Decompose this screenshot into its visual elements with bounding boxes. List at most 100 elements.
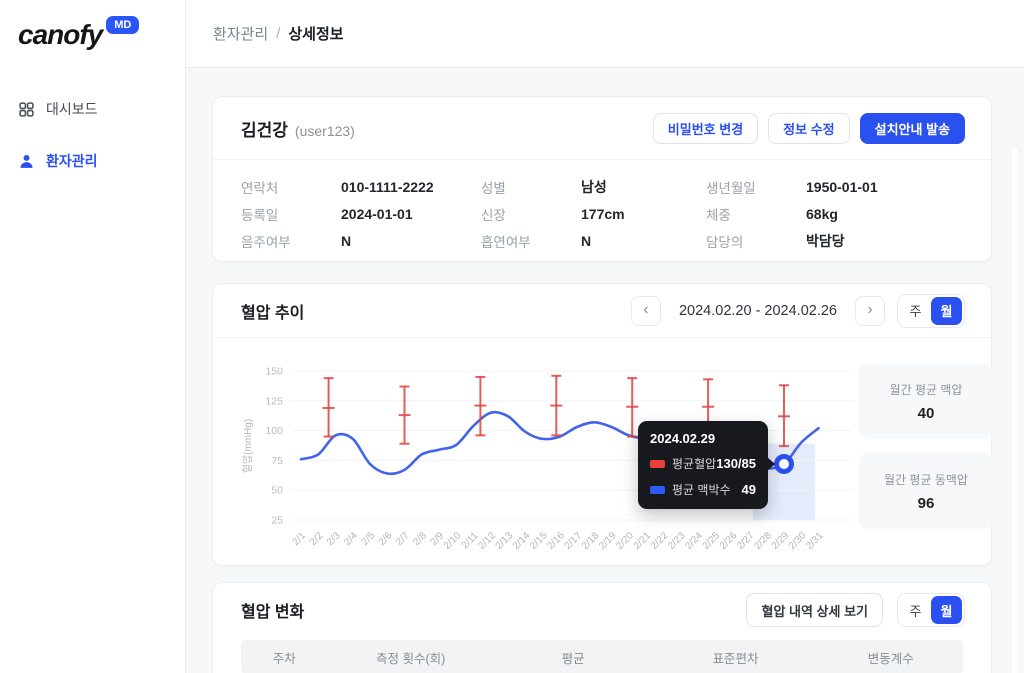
svg-text:2/5: 2/5 — [360, 530, 378, 548]
patient-fields-grid: 연락처 010-1111-2222 성별 남성 생년월일 1950-01-01 등록일 202… — [213, 160, 991, 254]
main-content: 김건강 (user123) 비밀번호 변경 정보 수정 설치안내 발송 연락처 0… — [186, 68, 1024, 673]
svg-text:2/27: 2/27 — [735, 530, 757, 552]
bp-change-card: 혈압 변화 혈압 내역 상세 보기 주 월 주차 측정 횟수(회) 평균 표준편차 변동… — [212, 582, 992, 673]
bp-change-header: 혈압 변화 혈압 내역 상세 보기 주 월 — [213, 583, 991, 631]
patient-info-card: 김건강 (user123) 비밀번호 변경 정보 수정 설치안내 발송 연락처 0… — [212, 96, 992, 262]
svg-text:2/6: 2/6 — [377, 530, 395, 548]
field-label: 담당의 — [706, 234, 744, 250]
svg-text:혈압(mmHg): 혈압(mmHg) — [241, 419, 254, 474]
sidebar-item-dashboard[interactable]: 대시보드 — [0, 88, 185, 130]
svg-text:25: 25 — [271, 515, 283, 527]
svg-text:2/12: 2/12 — [476, 530, 498, 552]
field-value: N — [341, 232, 352, 249]
breadcrumb-separator: / — [276, 25, 281, 42]
scrollbar[interactable] — [1010, 146, 1020, 673]
topbar: 환자관리 / 상세정보 — [186, 0, 1024, 68]
bp-change-title: 혈압 변화 — [241, 604, 305, 621]
svg-text:2/29: 2/29 — [770, 530, 792, 552]
monthly-arterial-pressure-label: 월간 평균 동맥압 — [884, 472, 968, 487]
tooltip-row: 평균혈압 130/85 — [650, 455, 756, 472]
send-install-guide-button[interactable]: 설치안내 발송 — [859, 112, 965, 144]
patient-field: 성별 남성 — [481, 173, 706, 200]
field-label: 등록일 — [241, 207, 279, 223]
monthly-pulse-pressure-value: 40 — [917, 404, 935, 422]
table-column-header: 측정 횟수(회) — [375, 651, 446, 666]
svg-text:2/25: 2/25 — [701, 530, 723, 552]
svg-text:2/2: 2/2 — [308, 530, 326, 548]
svg-text:2/4: 2/4 — [342, 530, 360, 548]
svg-text:2/11: 2/11 — [460, 530, 481, 551]
tooltip-date: 2024.02.29 — [650, 431, 716, 446]
svg-text:2/30: 2/30 — [787, 530, 809, 552]
svg-text:2/26: 2/26 — [718, 530, 740, 552]
chevron-right-icon: › — [867, 300, 873, 318]
svg-text:150: 150 — [265, 366, 283, 378]
tooltip-series-label: 평균 맥박수 — [672, 483, 731, 497]
field-label: 성별 — [481, 180, 506, 196]
svg-text:2/20: 2/20 — [614, 530, 636, 552]
tooltip-series-label: 평균혈압 — [672, 457, 717, 471]
svg-text:2/18: 2/18 — [580, 530, 602, 552]
bp-trend-header: 혈압 추이 ‹ 2024.02.20 - 2024.02.26 › 주 월 — [213, 284, 991, 338]
svg-text:2/22: 2/22 — [649, 530, 671, 552]
edit-info-button[interactable]: 정보 수정 — [768, 112, 850, 144]
field-value: 177cm — [581, 205, 625, 222]
brand-md-badge: MD — [106, 16, 140, 34]
monthly-arterial-pressure-card: 월간 평균 동맥압 96 — [859, 453, 993, 529]
patient-field: 등록일 2024-01-01 — [241, 200, 481, 227]
patient-field: 신장 177cm — [481, 200, 706, 227]
breadcrumb-section[interactable]: 환자관리 — [213, 26, 269, 43]
svg-text:50: 50 — [271, 485, 283, 497]
sidebar-item-patients[interactable]: 환자관리 — [0, 140, 185, 182]
legend-swatch-icon — [650, 459, 665, 468]
monthly-arterial-pressure-value: 96 — [917, 494, 935, 512]
field-label: 연락처 — [241, 180, 279, 196]
svg-text:75: 75 — [271, 455, 283, 467]
patient-field: 체중 68kg — [706, 200, 993, 227]
patient-username: (user123) — [294, 122, 355, 139]
date-range-label: 2024.02.20 - 2024.02.26 — [678, 302, 837, 319]
svg-text:2/3: 2/3 — [325, 530, 343, 548]
patient-identity: 김건강 (user123) — [241, 116, 355, 141]
field-label: 흡연여부 — [481, 234, 531, 250]
bp-table-header-row: 주차 측정 횟수(회) 평균 표준편차 변동계수 — [241, 640, 963, 673]
patient-field: 연락처 010-1111-2222 — [241, 173, 481, 200]
field-label: 생년월일 — [706, 180, 756, 196]
period-toggle-2: 주 월 — [897, 593, 965, 627]
table-column-header: 주차 — [272, 651, 296, 666]
change-password-button[interactable]: 비밀번호 변경 — [652, 112, 759, 144]
svg-text:2/8: 2/8 — [411, 530, 429, 548]
dashboard-icon — [18, 101, 35, 118]
field-value: N — [581, 232, 592, 249]
svg-text:2/28: 2/28 — [752, 530, 774, 552]
sidebar-nav: 대시보드 환자관리 — [0, 88, 185, 182]
next-period-button[interactable]: › — [855, 295, 885, 326]
tooltip-rows: 평균혈압 130/85 평균 맥박수 49 — [650, 455, 756, 498]
brand-logo[interactable]: canofy MD — [0, 0, 185, 50]
sidebar-item-label: 대시보드 — [46, 101, 98, 117]
prev-period-button[interactable]: ‹ — [630, 295, 661, 326]
svg-text:2/19: 2/19 — [597, 530, 619, 552]
monthly-pulse-pressure-card: 월간 평균 맥압 40 — [859, 363, 993, 439]
tooltip-series-value: 49 — [741, 482, 756, 497]
field-value: 박담당 — [806, 232, 845, 249]
bp-detail-button[interactable]: 혈압 내역 상세 보기 — [746, 593, 883, 627]
svg-text:2/24: 2/24 — [683, 530, 705, 552]
tooltip-series-value: 130/85 — [716, 456, 756, 471]
legend-swatch-icon — [650, 485, 665, 494]
monthly-pulse-pressure-label: 월간 평균 맥압 — [889, 382, 963, 397]
toggle-week-option-2[interactable]: 주 — [909, 603, 922, 619]
toggle-week-option[interactable]: 주 — [909, 304, 922, 319]
sidebar-item-label: 환자관리 — [46, 153, 98, 169]
bp-trend-title: 혈압 추이 — [241, 304, 305, 322]
patient-icon — [18, 153, 35, 170]
bp-chart-area[interactable]: 25 50 75 100 125 150 혈압(mmHg) 2/1 2/2 2/3 2/4 2/5 2/… — [213, 338, 993, 566]
patient-field: 담당의 박담당 — [706, 227, 993, 254]
toggle-month-option-2[interactable]: 월 — [931, 596, 962, 624]
toggle-month-option[interactable]: 월 — [931, 296, 962, 325]
period-toggle: 주 월 — [897, 293, 965, 328]
patient-field: 흡연여부 N — [481, 227, 706, 254]
field-value: 68kg — [806, 205, 838, 222]
svg-text:2/21: 2/21 — [632, 530, 654, 552]
